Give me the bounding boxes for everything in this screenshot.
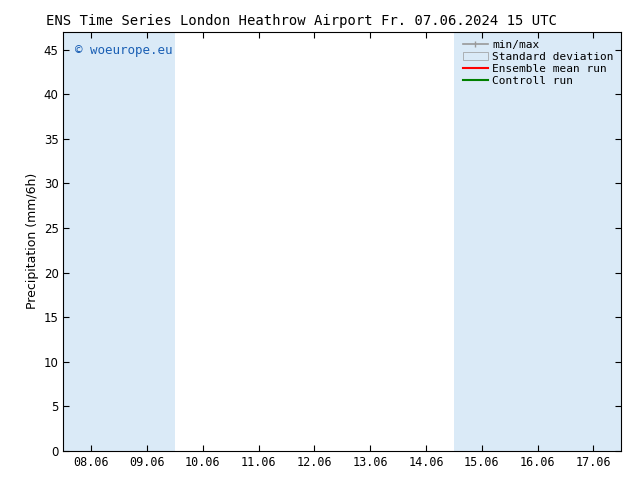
Bar [510, 32, 566, 451]
Bar [454, 32, 510, 451]
Bar [566, 32, 621, 451]
Bar [119, 32, 175, 451]
Legend: min/max, Standard deviation, Ensemble mean run, Controll run: min/max, Standard deviation, Ensemble me… [461, 37, 616, 89]
Y-axis label: Precipitation (mm/6h): Precipitation (mm/6h) [27, 173, 39, 310]
Text: Fr. 07.06.2024 15 UTC: Fr. 07.06.2024 15 UTC [381, 14, 557, 28]
Bar [63, 32, 119, 451]
Text: ENS Time Series London Heathrow Airport: ENS Time Series London Heathrow Airport [46, 14, 373, 28]
Text: © woeurope.eu: © woeurope.eu [75, 45, 172, 57]
